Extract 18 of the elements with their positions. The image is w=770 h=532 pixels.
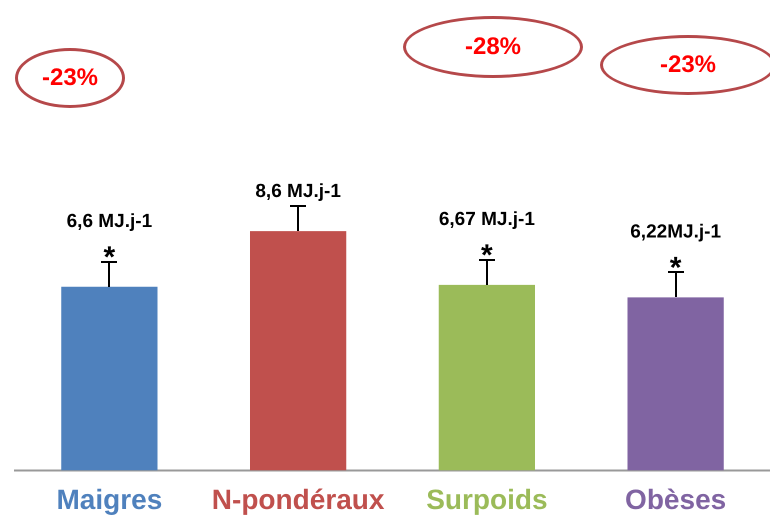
bar bbox=[627, 297, 724, 470]
data-label: 6,67 MJ.j-1 bbox=[438, 208, 536, 230]
x-tick-label: Surpoids bbox=[426, 484, 548, 515]
oval-outline: -28% bbox=[403, 16, 583, 78]
x-tick-label: N-pondéraux bbox=[212, 484, 385, 515]
bar bbox=[438, 284, 536, 470]
x-tick-label: Maigres bbox=[56, 484, 162, 515]
oval-outline: -23% bbox=[600, 35, 770, 95]
data-label: 6,22MJ.j-1 bbox=[630, 221, 722, 242]
annotation: * bbox=[104, 240, 116, 274]
oval-outline: -23% bbox=[15, 48, 125, 108]
annotation: * bbox=[481, 238, 494, 272]
annotation: * bbox=[670, 251, 682, 284]
data-label: 8,6 MJ.j-1 bbox=[255, 181, 342, 202]
bar bbox=[61, 286, 158, 470]
x-tick-label: Obèses bbox=[625, 484, 726, 515]
data-label: 6,6 MJ.j-1 bbox=[66, 210, 153, 232]
bar bbox=[250, 231, 346, 470]
